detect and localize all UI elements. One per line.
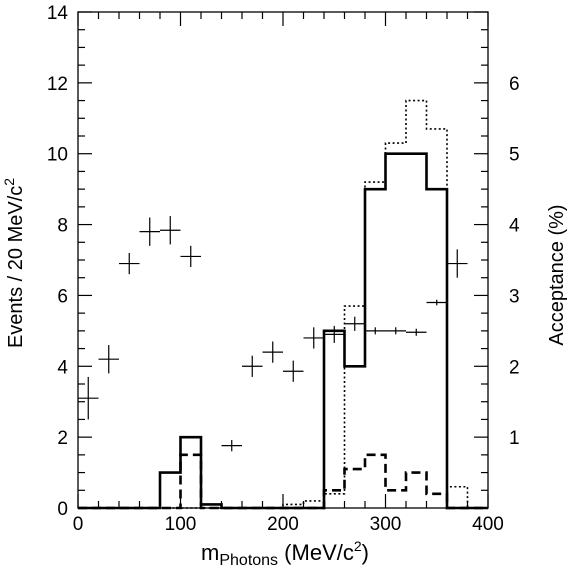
acceptance-points [78, 216, 468, 452]
axes [77, 11, 489, 509]
y-right-tick-label: 1 [509, 428, 520, 449]
acceptance-point [303, 327, 324, 349]
x-axis-title: mPhotons (MeV/c2) [201, 538, 369, 569]
x-tick-label: 0 [73, 514, 84, 535]
y-left-tick-label: 12 [47, 74, 68, 95]
acceptance-point [119, 252, 140, 275]
x-axis-title-sup: 2 [354, 538, 362, 554]
x-axis-title-unit: (MeV/c [278, 540, 354, 565]
acceptance-point [262, 341, 283, 363]
histogram-dashed [78, 453, 488, 510]
acceptance-point [385, 327, 406, 335]
y-left-tick-label: 8 [57, 216, 68, 237]
y-right-tick-label: 3 [509, 286, 520, 307]
y-left-tick-label: 2 [57, 428, 68, 449]
x-tick-label: 400 [472, 514, 504, 535]
y-right-tick-label: 5 [509, 145, 520, 166]
acceptance-point [426, 299, 447, 306]
acceptance-point [221, 439, 242, 452]
x-tick-label: 300 [370, 514, 402, 535]
acceptance-point [180, 245, 201, 268]
x-axis-title-close: ) [362, 540, 369, 565]
acceptance-point [324, 325, 345, 343]
plot-frame [77, 11, 489, 509]
y-axis-left-title-sup: 2 [1, 178, 17, 186]
histogram-dotted [78, 99, 488, 509]
acceptance-point [160, 216, 181, 245]
x-axis-title-sub: Photons [219, 552, 278, 569]
acceptance-point [98, 345, 119, 374]
y-left-tick-label: 10 [47, 145, 68, 166]
y-right-tick-label: 6 [509, 74, 520, 95]
y-axis-left-title-main: Events / 20 MeV/c [5, 186, 27, 348]
acceptance-point [242, 355, 263, 377]
y-axis-right-title: Acceptance (%) [546, 204, 568, 345]
y-right-tick-label: 2 [509, 357, 520, 378]
acceptance-point [344, 316, 365, 331]
y-left-tick-label: 14 [47, 3, 69, 24]
acceptance-point [447, 249, 468, 278]
y-right-tick-label: 4 [509, 216, 520, 237]
acceptance-point [78, 376, 99, 420]
x-axis-title-main: m [201, 540, 219, 565]
y-left-tick-label: 4 [57, 357, 68, 378]
acceptance-point [139, 217, 160, 246]
y-left-tick-label: 6 [57, 286, 68, 307]
histogram-solid [78, 152, 488, 510]
x-tick-label: 200 [267, 514, 299, 535]
x-tick-label: 100 [165, 514, 197, 535]
acceptance-point [406, 328, 427, 336]
y-left-tick-label: 0 [57, 499, 68, 520]
acceptance-point [365, 327, 386, 335]
histograms [78, 99, 488, 510]
y-axis-left-title: Events / 20 MeV/c2 [1, 178, 27, 348]
acceptance-point [283, 360, 304, 382]
